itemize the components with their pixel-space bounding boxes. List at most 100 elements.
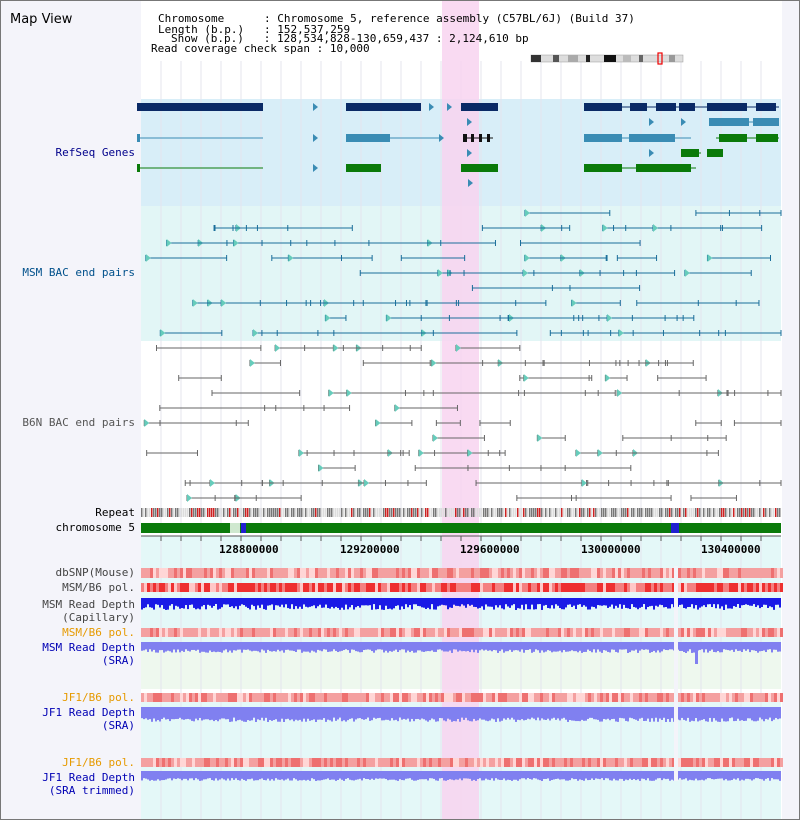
jf1-b6-pol-trim-cell	[489, 758, 492, 767]
track-label-b6n-bac[interactable]: B6N BAC end pairs	[22, 416, 135, 429]
msm-b6-pol-cell	[765, 583, 768, 592]
msm-b6-pol-cell	[741, 583, 744, 592]
jf1-depth-trim-bar	[171, 771, 173, 781]
repeat-element	[721, 508, 723, 517]
jf1-depth-trim-bar	[505, 771, 507, 781]
msm-depth-cap-bar	[541, 598, 543, 610]
jf1-depth-trim-bar	[289, 771, 291, 781]
jf1-depth-trim-bar	[307, 771, 309, 780]
jf1-depth-trim-bar	[679, 771, 681, 779]
track-label-msm-depth-sra[interactable]: MSM Read Depth (SRA)	[42, 641, 135, 667]
jf1-b6-pol-cell	[186, 693, 189, 702]
gene-exon	[471, 134, 474, 142]
jf1-b6-pol-trim-cell	[666, 758, 669, 767]
track-label-jf1-depth-sra[interactable]: JF1 Read Depth (SRA)	[42, 706, 135, 732]
dbsnp-cell	[387, 568, 390, 578]
dbsnp-cell	[273, 568, 276, 578]
track-label-msm-b6-pol-sra[interactable]: MSM/B6 pol.	[62, 626, 135, 639]
msm-depth-sra-bar	[407, 642, 409, 651]
jf1-depth-sra-bar	[465, 707, 467, 718]
jf1-b6-pol-cell	[558, 693, 561, 702]
msm-b6-pol-sra-cell	[735, 628, 738, 637]
jf1-depth-trim-bar	[275, 771, 277, 779]
repeat-element	[215, 508, 217, 517]
repeat-element	[239, 508, 241, 517]
msm-b6-pol-cell	[426, 583, 429, 592]
msm-b6-pol-cell	[585, 583, 588, 592]
msm-depth-sra-bar	[233, 642, 235, 651]
jf1-depth-sra-bar	[287, 707, 289, 719]
track-label-jf1-b6-pol[interactable]: JF1/B6 pol.	[62, 691, 135, 704]
jf1-depth-sra-bar	[729, 707, 731, 719]
jf1-depth-sra-bar	[341, 707, 343, 722]
msm-b6-pol-cell	[540, 583, 543, 592]
jf1-depth-sra-bar	[161, 707, 163, 719]
repeat-element	[611, 508, 613, 517]
track-label-jf1-b6-pol-trimmed[interactable]: JF1/B6 pol.	[62, 756, 135, 769]
jf1-depth-sra-bar	[323, 707, 325, 719]
msm-b6-pol-cell	[495, 583, 498, 592]
jf1-b6-pol-trim-cell	[474, 758, 477, 767]
track-label-msm-b6-pol[interactable]: MSM/B6 pol.	[62, 581, 135, 594]
msm-depth-sra-bar	[161, 642, 163, 651]
jf1-depth-trim-bar	[443, 771, 445, 781]
info-show-value: 128,534,828-130,659,437 : 2,124,610 bp	[276, 32, 529, 45]
jf1-b6-pol-trim-cell	[450, 758, 453, 767]
msm-depth-sra-bar	[713, 642, 715, 652]
msm-depth-cap-bar	[727, 598, 729, 609]
strand-arrow	[313, 103, 318, 111]
jf1-b6-pol-cell	[273, 693, 276, 702]
msm-depth-cap-bar	[451, 598, 453, 608]
jf1-depth-trim-bar	[707, 771, 709, 779]
msm-depth-sra-bar	[447, 642, 449, 652]
repeat-element	[709, 508, 711, 517]
msm-b6-pol-cell	[432, 583, 435, 592]
track-label-chromosome[interactable]: chromosome 5	[55, 521, 135, 534]
jf1-b6-pol-cell	[234, 693, 237, 702]
jf1-b6-pol-trim-cell	[771, 758, 774, 767]
msm-b6-pol-cell	[573, 583, 576, 592]
repeat-element	[407, 508, 409, 517]
repeat-element	[397, 508, 399, 517]
jf1-depth-trim-bar	[595, 771, 597, 779]
jf1-depth-sra-bar	[685, 707, 687, 721]
dbsnp-cell	[213, 568, 216, 578]
jf1-depth-trim-bar	[451, 771, 453, 780]
msm-depth-sra-bar	[465, 642, 467, 652]
msm-b6-pol-cell	[192, 583, 195, 592]
msm-b6-pol-sra-cell	[693, 628, 696, 637]
jf1-depth-sra-bar	[623, 707, 625, 719]
jf1-depth-trim-bar	[693, 771, 695, 781]
jf1-b6-pol-cell	[237, 693, 240, 702]
msm-depth-sra-bar	[779, 642, 781, 652]
jf1-depth-trim-bar	[669, 771, 671, 781]
jf1-b6-pol-cell	[216, 693, 219, 702]
repeat-element	[741, 508, 743, 517]
msm-depth-cap-bar	[483, 598, 485, 610]
track-label-msm-depth-capillary[interactable]: MSM Read Depth (Capillary)	[42, 598, 135, 624]
msm-depth-sra-bar	[591, 642, 593, 653]
msm-depth-sra-bar	[455, 642, 457, 650]
jf1-b6-pol-cell	[267, 693, 270, 702]
repeat-element	[467, 508, 469, 517]
jf1-depth-sra-bar	[779, 707, 781, 719]
jf1-depth-trim-bar	[685, 771, 687, 779]
jf1-depth-trim-bar	[621, 771, 623, 779]
track-label-msm-bac[interactable]: MSM BAC end pairs	[22, 266, 135, 279]
dbsnp-cell	[579, 568, 582, 578]
msm-b6-pol-cell	[294, 583, 297, 592]
dbsnp-cell	[333, 568, 336, 578]
repeat-element	[575, 508, 577, 517]
msm-depth-sra-bar	[209, 642, 211, 651]
jf1-b6-pol-cell	[489, 693, 492, 702]
jf1-depth-trim-bar	[321, 771, 323, 781]
track-label-dbsnp[interactable]: dbSNP(Mouse)	[55, 566, 135, 579]
jf1-depth-trim-bar	[559, 771, 561, 780]
repeat-element	[605, 508, 607, 517]
track-label-refseq[interactable]: RefSeq Genes	[55, 146, 135, 159]
track-label-jf1-depth-trimmed[interactable]: JF1 Read Depth (SRA trimmed)	[42, 771, 135, 797]
track-label-repeat[interactable]: Repeat	[95, 506, 135, 519]
axis-tick-label: 128800000	[219, 543, 279, 556]
repeat-element	[669, 508, 671, 517]
